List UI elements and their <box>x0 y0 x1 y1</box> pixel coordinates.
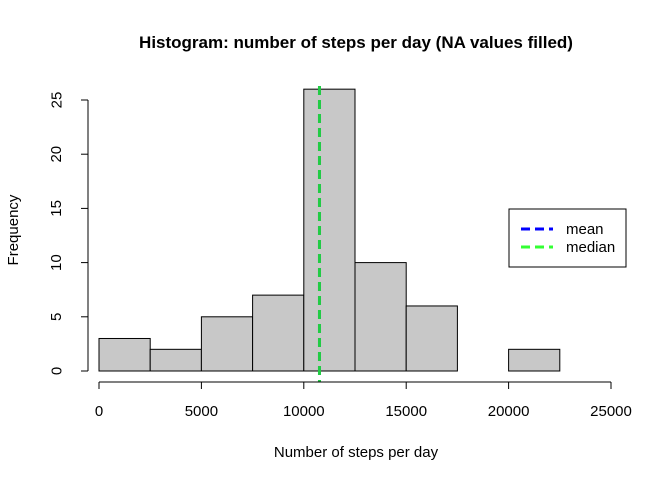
y-axis-label: Frequency <box>5 194 22 265</box>
bars-group <box>98 88 561 372</box>
x-axis-label: Number of steps per day <box>274 444 439 461</box>
histogram-bar <box>149 348 202 372</box>
histogram-bar <box>200 316 254 372</box>
histogram-bar <box>508 348 561 372</box>
y-tick-label: 10 <box>48 254 65 271</box>
chart-title: Histogram: number of steps per day (NA v… <box>139 33 573 52</box>
y-tick-label: 15 <box>48 200 65 217</box>
y-tick-label: 5 <box>48 313 65 321</box>
y-tick-label: 0 <box>48 367 65 375</box>
y-axis: 0 5 10 15 20 25 <box>48 92 89 375</box>
x-axis: 0 5000 10000 15000 20000 25000 <box>95 381 632 420</box>
x-tick-label: 5000 <box>185 403 218 420</box>
x-tick-label: 15000 <box>385 403 427 420</box>
median-legend-label: median <box>566 239 615 256</box>
y-tick-label: 25 <box>48 92 65 109</box>
histogram-bar <box>252 294 305 372</box>
x-tick-label: 0 <box>95 403 103 420</box>
x-tick-label: 20000 <box>488 403 530 420</box>
legend-box <box>508 208 627 268</box>
histogram-bar <box>354 262 407 372</box>
histogram-bar <box>98 337 151 372</box>
mean-legend-label: mean <box>566 221 604 238</box>
x-tick-label: 25000 <box>590 403 632 420</box>
histogram-bar <box>303 88 356 372</box>
histogram-bar <box>405 305 458 372</box>
y-tick-label: 20 <box>48 146 65 163</box>
x-tick-label: 10000 <box>283 403 325 420</box>
